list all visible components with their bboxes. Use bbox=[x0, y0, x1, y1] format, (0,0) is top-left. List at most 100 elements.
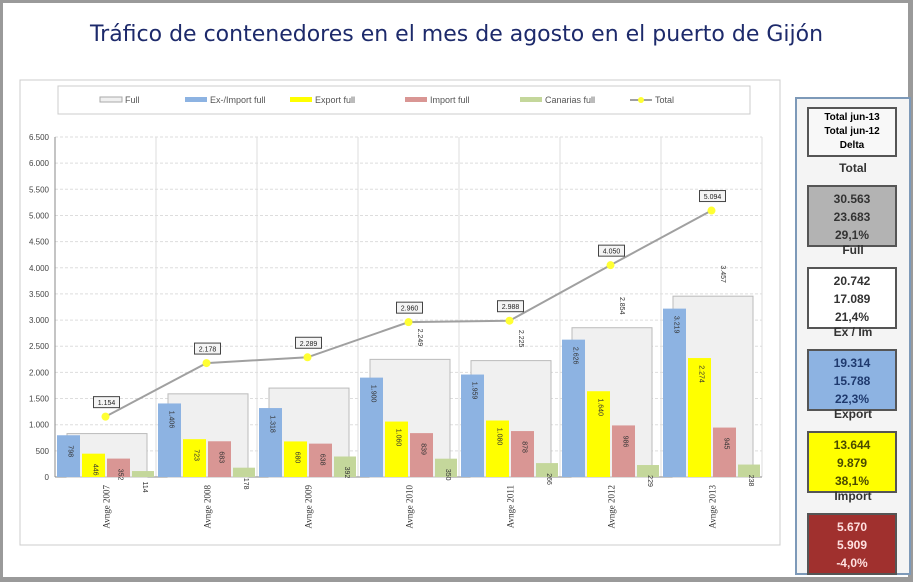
summary-box: 5.670 5.909 -4,0% bbox=[807, 513, 897, 575]
bar-canarias-full bbox=[233, 467, 255, 477]
bar-label: 723 bbox=[193, 449, 200, 461]
total-marker bbox=[101, 412, 110, 421]
bar-canarias-full bbox=[738, 464, 760, 477]
bar-export-full bbox=[587, 391, 610, 477]
bar-label: 350 bbox=[444, 469, 451, 481]
total-label-box bbox=[295, 336, 322, 349]
summary-value: 30.563 bbox=[833, 192, 871, 206]
y-tick-label: 2.500 bbox=[29, 342, 50, 351]
legend-marker bbox=[638, 97, 644, 103]
y-tick-label: 5.000 bbox=[29, 211, 50, 220]
x-tick-label: Avnge 2009 bbox=[304, 485, 314, 529]
bar-ex-import-full bbox=[259, 408, 282, 477]
bar-label: 1.080 bbox=[496, 428, 503, 446]
y-tick-label: 5.500 bbox=[29, 185, 50, 194]
bar-label: 680 bbox=[294, 452, 301, 464]
bar-export-full bbox=[284, 441, 307, 477]
bar-label: 2.626 bbox=[572, 347, 579, 365]
summary-value: 19.314 bbox=[833, 356, 871, 370]
bar-export-full bbox=[82, 453, 105, 477]
bar-canarias-full bbox=[536, 463, 558, 477]
summary-panel: Total jun-13 Total jun-12 Delta Total 30… bbox=[795, 97, 911, 575]
bar-label: 1.060 bbox=[395, 429, 402, 447]
total-label: 1.154 bbox=[98, 400, 116, 407]
summary-label: Total bbox=[839, 161, 867, 175]
bar-label: 392 bbox=[343, 467, 350, 479]
legend-label: Ex-/Import full bbox=[210, 95, 266, 105]
summary-value: 23.683 bbox=[833, 210, 871, 224]
legend-label: Import full bbox=[430, 95, 470, 105]
y-tick-label: 3.500 bbox=[29, 290, 50, 299]
bar-canarias-full bbox=[435, 458, 457, 477]
y-tick-label: 1.500 bbox=[29, 395, 50, 404]
bar-label: 266 bbox=[545, 473, 552, 485]
total-marker bbox=[303, 353, 312, 362]
total-label-box bbox=[93, 396, 120, 409]
y-tick-label: 6.500 bbox=[29, 133, 50, 142]
x-tick-label: Avnge 2010 bbox=[405, 485, 415, 529]
bar-label: 2.249 bbox=[416, 329, 423, 347]
bar-label: 798 bbox=[67, 445, 74, 457]
total-label-box bbox=[194, 342, 221, 355]
total-label: 2.289 bbox=[300, 341, 318, 348]
x-tick-label: Avnge 2012 bbox=[607, 485, 617, 529]
x-tick-label: Avnge 2008 bbox=[203, 485, 213, 529]
chart-title: Tráfico de contenedores en el mes de ago… bbox=[89, 22, 824, 47]
total-marker bbox=[202, 359, 211, 368]
bar-label: 1.900 bbox=[370, 385, 377, 403]
legend-label: Canarias full bbox=[545, 95, 595, 105]
y-tick-label: 500 bbox=[36, 447, 50, 456]
bar-import-full bbox=[612, 425, 635, 477]
total-marker bbox=[707, 206, 716, 215]
x-tick-label: Avnge 2011 bbox=[506, 485, 516, 528]
bar-import-full bbox=[208, 441, 231, 477]
bar-label: 3.219 bbox=[673, 316, 680, 334]
bar-label: 1.959 bbox=[471, 382, 478, 400]
bar-import-full bbox=[511, 431, 534, 477]
total-label: 2.988 bbox=[502, 304, 520, 311]
total-label-box bbox=[497, 300, 524, 313]
bar-label: 638 bbox=[319, 454, 326, 466]
legend-label: Total bbox=[655, 95, 674, 105]
summary-header: Total jun-13 Total jun-12 Delta bbox=[807, 107, 897, 157]
summary-box: 13.644 9.879 38,1% bbox=[807, 431, 897, 493]
summary-value: 29,1% bbox=[834, 228, 870, 242]
y-tick-label: 6.000 bbox=[29, 159, 50, 168]
legend-swatch bbox=[405, 97, 427, 102]
total-label: 4.050 bbox=[603, 249, 621, 256]
header-line: Total jun-12 bbox=[824, 126, 880, 137]
bar-label: 1.406 bbox=[168, 411, 175, 429]
bar-label: 683 bbox=[218, 451, 225, 463]
summary-value: 9.879 bbox=[836, 456, 868, 470]
bar-export-full bbox=[688, 358, 711, 477]
summary-label: Ex / Im bbox=[833, 325, 873, 339]
legend-swatch bbox=[99, 96, 123, 103]
bar-export-full bbox=[183, 439, 206, 477]
bar-label: 2.225 bbox=[517, 330, 524, 348]
bar-label: 945 bbox=[723, 438, 730, 450]
summary-label: Export bbox=[833, 407, 872, 421]
bar-label: 1.640 bbox=[597, 398, 604, 416]
legend-swatch bbox=[520, 97, 542, 102]
total-label: 2.178 bbox=[199, 347, 217, 354]
legend-label: Export full bbox=[315, 95, 355, 105]
bar-import-full bbox=[107, 458, 130, 477]
total-marker bbox=[606, 261, 615, 270]
bar-label: 839 bbox=[420, 443, 427, 455]
summary-value: 17.089 bbox=[833, 292, 871, 306]
summary-label: Full bbox=[842, 243, 864, 257]
summary-value: -4,0% bbox=[836, 556, 868, 570]
summary-value: 20.742 bbox=[833, 274, 871, 288]
y-tick-label: 3.000 bbox=[29, 316, 50, 325]
bar-canarias-full bbox=[132, 471, 154, 477]
header-line: Total jun-13 bbox=[824, 112, 880, 123]
bar-label: 2.274 bbox=[698, 365, 705, 383]
summary-value: 21,4% bbox=[834, 310, 870, 324]
summary-box: 19.314 15.788 22,3% bbox=[807, 349, 897, 411]
y-tick-label: 4.500 bbox=[29, 238, 50, 247]
total-label-box bbox=[396, 301, 423, 314]
total-label-box bbox=[598, 244, 625, 257]
bar-label: 238 bbox=[747, 475, 754, 487]
summary-box: 30.563 23.683 29,1% bbox=[807, 185, 897, 247]
bar-canarias-full bbox=[334, 456, 356, 477]
